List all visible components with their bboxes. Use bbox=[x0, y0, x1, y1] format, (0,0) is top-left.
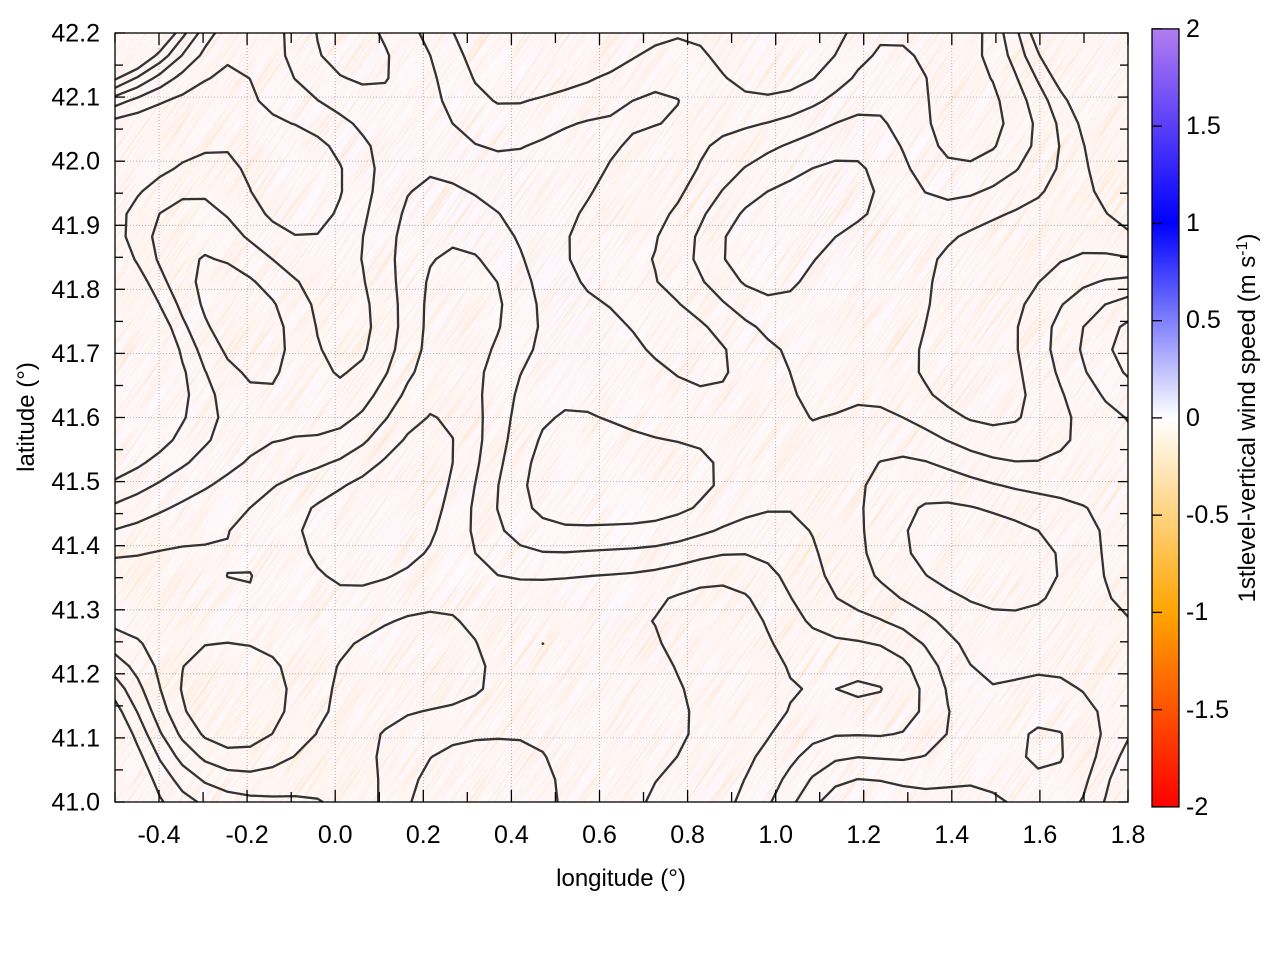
svg-text:longitude (°): longitude (°) bbox=[556, 865, 686, 892]
svg-text:42.2: 42.2 bbox=[51, 20, 100, 48]
svg-text:0.6: 0.6 bbox=[582, 821, 617, 849]
svg-text:1.4: 1.4 bbox=[934, 821, 969, 849]
svg-text:-0.4: -0.4 bbox=[137, 821, 180, 849]
svg-text:41.1: 41.1 bbox=[51, 724, 100, 752]
svg-text:1.6: 1.6 bbox=[1023, 821, 1058, 849]
svg-text:41.3: 41.3 bbox=[51, 596, 100, 624]
svg-text:41.2: 41.2 bbox=[51, 660, 100, 688]
svg-text:1.2: 1.2 bbox=[846, 821, 881, 849]
svg-text:1: 1 bbox=[1186, 209, 1200, 237]
svg-text:0.4: 0.4 bbox=[494, 821, 529, 849]
svg-text:0.5: 0.5 bbox=[1186, 306, 1221, 334]
svg-text:41.8: 41.8 bbox=[51, 276, 100, 304]
svg-text:41.4: 41.4 bbox=[51, 532, 100, 560]
svg-text:41.9: 41.9 bbox=[51, 212, 100, 240]
svg-text:41.5: 41.5 bbox=[51, 468, 100, 496]
svg-text:1.8: 1.8 bbox=[1111, 821, 1146, 849]
svg-text:-0.2: -0.2 bbox=[226, 821, 269, 849]
svg-text:0.2: 0.2 bbox=[406, 821, 441, 849]
svg-text:1.0: 1.0 bbox=[758, 821, 793, 849]
svg-text:-0.5: -0.5 bbox=[1186, 501, 1229, 529]
svg-text:2: 2 bbox=[1186, 15, 1200, 43]
svg-text:41.6: 41.6 bbox=[51, 404, 100, 432]
svg-text:-1: -1 bbox=[1186, 598, 1208, 626]
svg-text:latitude (°): latitude (°) bbox=[13, 362, 40, 472]
svg-text:42.1: 42.1 bbox=[51, 84, 100, 112]
svg-text:0.0: 0.0 bbox=[318, 821, 353, 849]
svg-text:1.5: 1.5 bbox=[1186, 112, 1221, 140]
svg-text:41.7: 41.7 bbox=[51, 340, 100, 368]
svg-text:0: 0 bbox=[1186, 404, 1200, 432]
svg-text:42.0: 42.0 bbox=[51, 148, 100, 176]
svg-text:-1.5: -1.5 bbox=[1186, 696, 1229, 724]
svg-text:41.0: 41.0 bbox=[51, 789, 100, 817]
svg-text:-2: -2 bbox=[1186, 793, 1208, 821]
svg-text:1stlevel-vertical wind speed (: 1stlevel-vertical wind speed (m s-1) bbox=[1234, 233, 1262, 602]
svg-text:0.8: 0.8 bbox=[670, 821, 705, 849]
